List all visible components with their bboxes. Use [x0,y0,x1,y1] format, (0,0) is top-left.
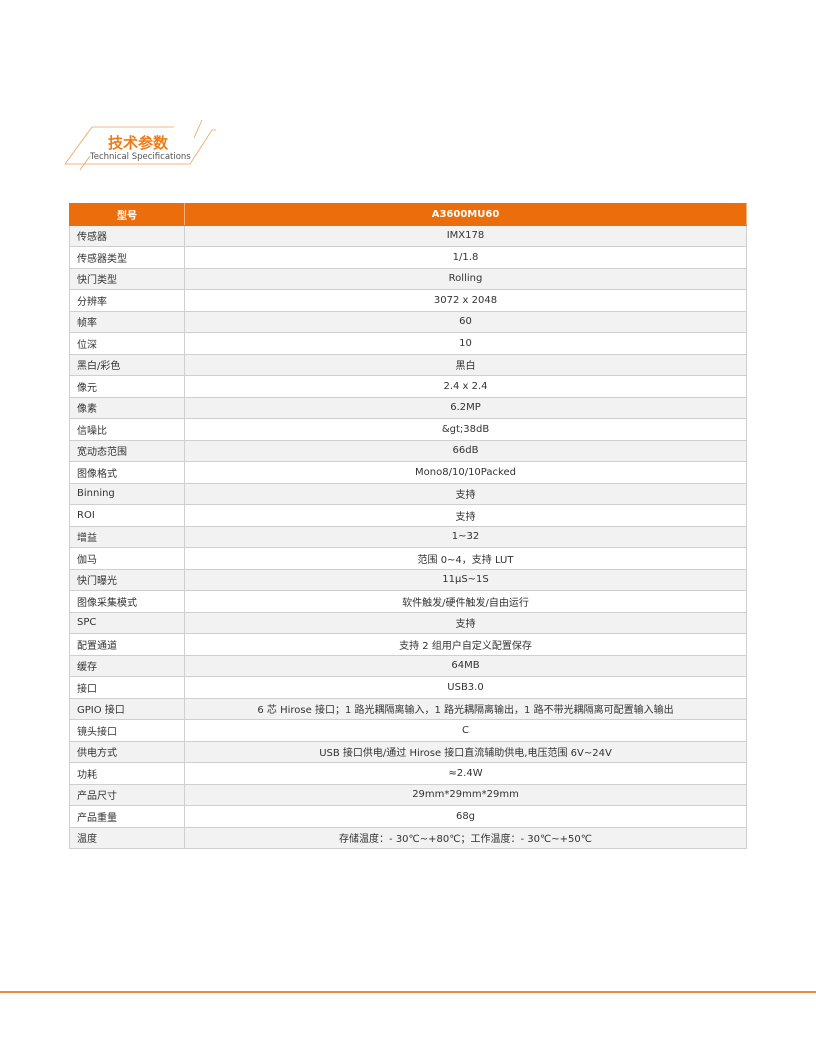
table-row: 产品尺寸 29mm*29mm*29mm [69,783,747,806]
table-row: ROI 支持 [69,504,747,527]
spec-value: 范围 0~4，支持 LUT [184,547,747,570]
spec-value: 1/1.8 [184,246,747,269]
table-row: 供电方式 USB 接口供电/通过 Hirose 接口直流辅助供电,电压范围 6V~… [69,740,747,763]
spec-value: 64MB [184,654,747,677]
table-row: SPC 支持 [69,611,747,634]
spec-label: 图像采集模式 [69,590,185,613]
header-label: 型号 [69,203,185,226]
table-row: 镜头接口 C [69,719,747,742]
spec-label: Binning [69,482,185,505]
table-row: 伽马 范围 0~4，支持 LUT [69,547,747,570]
table-row: 快门类型 Rolling [69,267,747,290]
spec-label: 宽动态范围 [69,439,185,462]
spec-value: Mono8/10/10Packed [184,461,747,484]
spec-value: 11μS~1S [184,568,747,591]
spec-label: 功耗 [69,762,185,785]
table-row: 增益 1~32 [69,525,747,548]
table-row: 产品重量 68g [69,805,747,828]
spec-label: GPIO 接口 [69,697,185,720]
table-row: 配置通道 支持 2 组用户自定义配置保存 [69,633,747,656]
spec-value: 68g [184,805,747,828]
header-model: A3600MU60 [184,203,747,226]
spec-value: 29mm*29mm*29mm [184,783,747,806]
spec-value: 6.2MP [184,396,747,419]
spec-label: 供电方式 [69,740,185,763]
table-row: 图像格式 Mono8/10/10Packed [69,461,747,484]
spec-value: 存储温度：- 30℃~+80℃；工作温度：- 30℃~+50℃ [184,826,747,849]
table-row: 缓存 64MB [69,654,747,677]
spec-value: 60 [184,310,747,333]
spec-label: 传感器类型 [69,246,185,269]
spec-value: 支持 [184,504,747,527]
spec-value: &gt;38dB [184,418,747,441]
spec-value: USB3.0 [184,676,747,699]
spec-label: 传感器 [69,224,185,247]
table-header-row: 型号 A3600MU60 [69,203,747,226]
spec-value: 3072 x 2048 [184,289,747,312]
spec-label: 镜头接口 [69,719,185,742]
spec-label: 快门类型 [69,267,185,290]
table-row: Binning 支持 [69,482,747,505]
spec-value: 软件触发/硬件触发/自由运行 [184,590,747,613]
spec-label: 产品尺寸 [69,783,185,806]
spec-value: USB 接口供电/通过 Hirose 接口直流辅助供电,电压范围 6V~24V [184,740,747,763]
table-row: 传感器类型 1/1.8 [69,246,747,269]
spec-label: 信噪比 [69,418,185,441]
spec-label: ROI [69,504,185,527]
spec-value: 1~32 [184,525,747,548]
spec-label: 分辨率 [69,289,185,312]
spec-value: ≈2.4W [184,762,747,785]
spec-label: 像素 [69,396,185,419]
spec-value: 2.4 x 2.4 [184,375,747,398]
heading-frame-decoration [64,120,216,170]
spec-value: Rolling [184,267,747,290]
table-row: 温度 存储温度：- 30℃~+80℃；工作温度：- 30℃~+50℃ [69,826,747,849]
table-row: 位深 10 [69,332,747,355]
table-row: 分辨率 3072 x 2048 [69,289,747,312]
spec-label: 增益 [69,525,185,548]
table-row: 黑白/彩色 黑白 [69,353,747,376]
spec-label: 缓存 [69,654,185,677]
spec-value: 支持 [184,482,747,505]
spec-value: 支持 2 组用户自定义配置保存 [184,633,747,656]
table-row: 传感器 IMX178 [69,224,747,247]
spec-label: 黑白/彩色 [69,353,185,376]
spec-label: 位深 [69,332,185,355]
table-row: 信噪比 &gt;38dB [69,418,747,441]
spec-label: 伽马 [69,547,185,570]
table-row: 像素 6.2MP [69,396,747,419]
spec-value: 支持 [184,611,747,634]
spec-label: 像元 [69,375,185,398]
table-row: GPIO 接口 6 芯 Hirose 接口；1 路光耦隔离输入，1 路光耦隔离输出… [69,697,747,720]
spec-value: 66dB [184,439,747,462]
spec-label: 温度 [69,826,185,849]
table-row: 图像采集模式 软件触发/硬件触发/自由运行 [69,590,747,613]
spec-value: C [184,719,747,742]
table-row: 功耗 ≈2.4W [69,762,747,785]
table-row: 像元 2.4 x 2.4 [69,375,747,398]
spec-value: 10 [184,332,747,355]
table-row: 快门曝光 11μS~1S [69,568,747,591]
spec-value: 黑白 [184,353,747,376]
table-row: 宽动态范围 66dB [69,439,747,462]
spec-table: 型号 A3600MU60 传感器 IMX178 传感器类型 1/1.8 快门类型 Roll… [69,203,747,849]
spec-label: 图像格式 [69,461,185,484]
spec-value: IMX178 [184,224,747,247]
spec-label: 快门曝光 [69,568,185,591]
footer-divider [0,991,816,993]
table-row: 帧率 60 [69,310,747,333]
spec-label: 帧率 [69,310,185,333]
heading-title: 技术参数 [108,134,169,152]
spec-label: SPC [69,611,185,634]
heading-subtitle: Technical Specifications [90,152,191,162]
spec-label: 接口 [69,676,185,699]
section-heading: 技术参数 Technical Specifications [62,120,222,170]
spec-label: 产品重量 [69,805,185,828]
spec-label: 配置通道 [69,633,185,656]
table-row: 接口 USB3.0 [69,676,747,699]
spec-value: 6 芯 Hirose 接口；1 路光耦隔离输入，1 路光耦隔离输出，1 路不带光… [184,697,747,720]
